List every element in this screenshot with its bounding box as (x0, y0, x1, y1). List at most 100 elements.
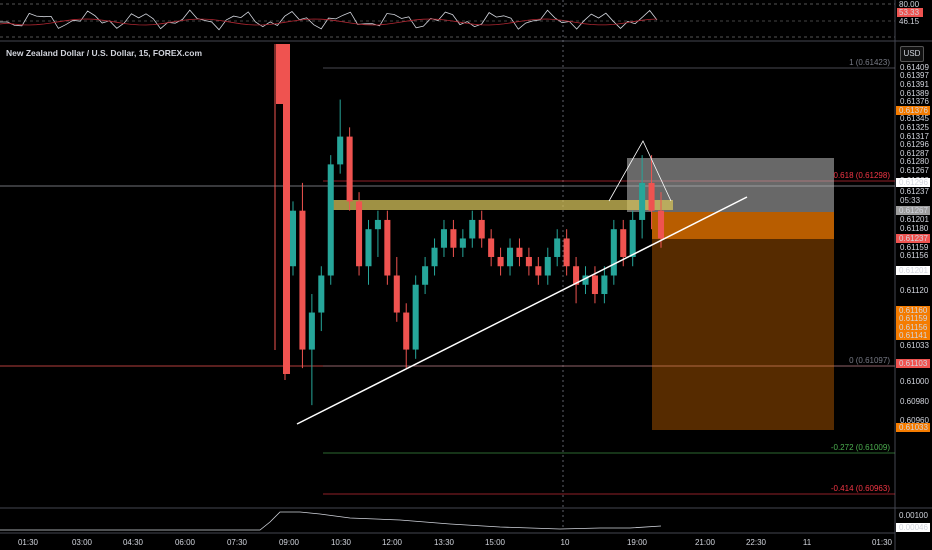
price-tick: 0.61033 (900, 341, 929, 350)
candle-body (535, 266, 542, 276)
candle-body (327, 164, 334, 276)
candle-body (289, 210, 297, 267)
price-tag-text: 0.61296 (899, 178, 928, 187)
price-tick: 0.61397 (900, 71, 929, 80)
candle-body (346, 136, 353, 202)
time-tick: 21:00 (695, 538, 716, 547)
candle-body (488, 238, 495, 257)
trendline (296, 196, 748, 425)
candle-body (582, 275, 589, 285)
price-tick: 0.61120 (900, 286, 929, 295)
candle-body (374, 219, 381, 230)
volume-tag-text: 0.00046 (899, 523, 928, 532)
price-tag-text: 0.61141 (899, 331, 928, 340)
time-tick: 10 (561, 538, 570, 547)
price-tag-text: 0.61159 (899, 314, 928, 323)
price-tick: 0.61325 (900, 123, 929, 132)
candle-body (365, 229, 372, 267)
price-tick: 0.61180 (900, 224, 929, 233)
candles-group (274, 44, 665, 406)
candle-body (393, 275, 400, 313)
rsi-label-46: 46.15 (899, 17, 920, 26)
time-tick: 01:30 (18, 538, 39, 547)
time-tick: 15:00 (485, 538, 506, 547)
volume-tag (896, 523, 930, 532)
currency-button[interactable]: USD (900, 46, 924, 62)
price-tag (896, 206, 930, 215)
rsi-tag-text: 53.33 (899, 8, 920, 17)
fib-label: -0.414 (0.60963) (831, 484, 890, 493)
price-tick: 0.61409 (900, 63, 929, 72)
candle-body (516, 247, 523, 257)
candle-body (276, 44, 283, 104)
time-tick: 03:00 (72, 538, 93, 547)
price-tick: 0.61296 (900, 140, 929, 149)
candle-body (318, 275, 325, 313)
candle-body (629, 219, 636, 257)
candle-body (412, 284, 419, 350)
price-tick: 0.60980 (900, 397, 929, 406)
time-tick: 12:00 (382, 538, 403, 547)
candle-body (337, 136, 344, 165)
price-tag-text: 0.61103 (899, 359, 928, 368)
candle-body (507, 247, 514, 267)
candle-body (469, 219, 476, 239)
candle-body (657, 210, 665, 239)
candle-body (591, 275, 598, 295)
price-tick: 0.61156 (900, 251, 929, 260)
volume-line (0, 511, 662, 531)
price-tag-text: 0.61033 (899, 423, 928, 432)
candle-body (601, 275, 608, 295)
price-tick: 0.61159 (900, 243, 929, 252)
candle-body (422, 266, 429, 285)
rsi-ma-line (0, 18, 658, 26)
candle-body (299, 210, 306, 350)
time-tick: 13:30 (434, 538, 455, 547)
price-tick: 0.61376 (900, 97, 929, 106)
price-tick: 0.61345 (900, 114, 929, 123)
price-tag (896, 106, 930, 115)
price-tag-text: 0.61376 (899, 106, 928, 115)
fib-label: 0.618 (0.61298) (834, 171, 891, 180)
price-tick: 0.61000 (900, 377, 929, 386)
candle-body (459, 238, 466, 248)
price-tick: 0.60960 (900, 416, 929, 425)
supply-zone (333, 200, 673, 210)
candle-body (283, 44, 290, 374)
price-tag-text: 0.61267 (899, 206, 928, 215)
time-tick: 09:00 (279, 538, 300, 547)
time-tick: 22:30 (746, 538, 767, 547)
price-tag (896, 234, 930, 243)
projection-arrow (608, 140, 672, 202)
candle-body (648, 182, 655, 211)
price-tick: 0.61317 (900, 132, 929, 141)
candle-body (440, 229, 447, 248)
price-tag (896, 306, 930, 315)
price-tick: 0.61287 (900, 149, 929, 158)
fib-label: 1 (0.61423) (849, 58, 890, 67)
price-tag (896, 331, 930, 340)
position-stop-zone (652, 212, 834, 239)
candle-body (544, 256, 551, 276)
price-tick: 05:33 (900, 196, 921, 205)
time-tick: 06:00 (175, 538, 196, 547)
rsi-tag (897, 8, 923, 17)
price-tick: 0.61280 (900, 157, 929, 166)
price-tick: 0.61389 (900, 89, 929, 98)
candle-body (450, 229, 457, 248)
candle-body (639, 182, 646, 220)
time-tick: 07:30 (227, 538, 248, 547)
price-tag (896, 178, 930, 187)
price-tag-text: 0.61237 (899, 234, 928, 243)
price-tag-text: 0.61201 (899, 266, 928, 275)
price-tag-text: 0.61160 (899, 306, 928, 315)
time-tick: 11 (803, 538, 812, 547)
candle-body (573, 266, 580, 285)
candle-body (620, 229, 627, 257)
candle-body (525, 256, 532, 267)
symbol-title[interactable]: New Zealand Dollar / U.S. Dollar, 15, FO… (6, 48, 203, 58)
price-tick: 0.61267 (900, 166, 929, 175)
fib-label: 0 (0.61097) (849, 356, 890, 365)
